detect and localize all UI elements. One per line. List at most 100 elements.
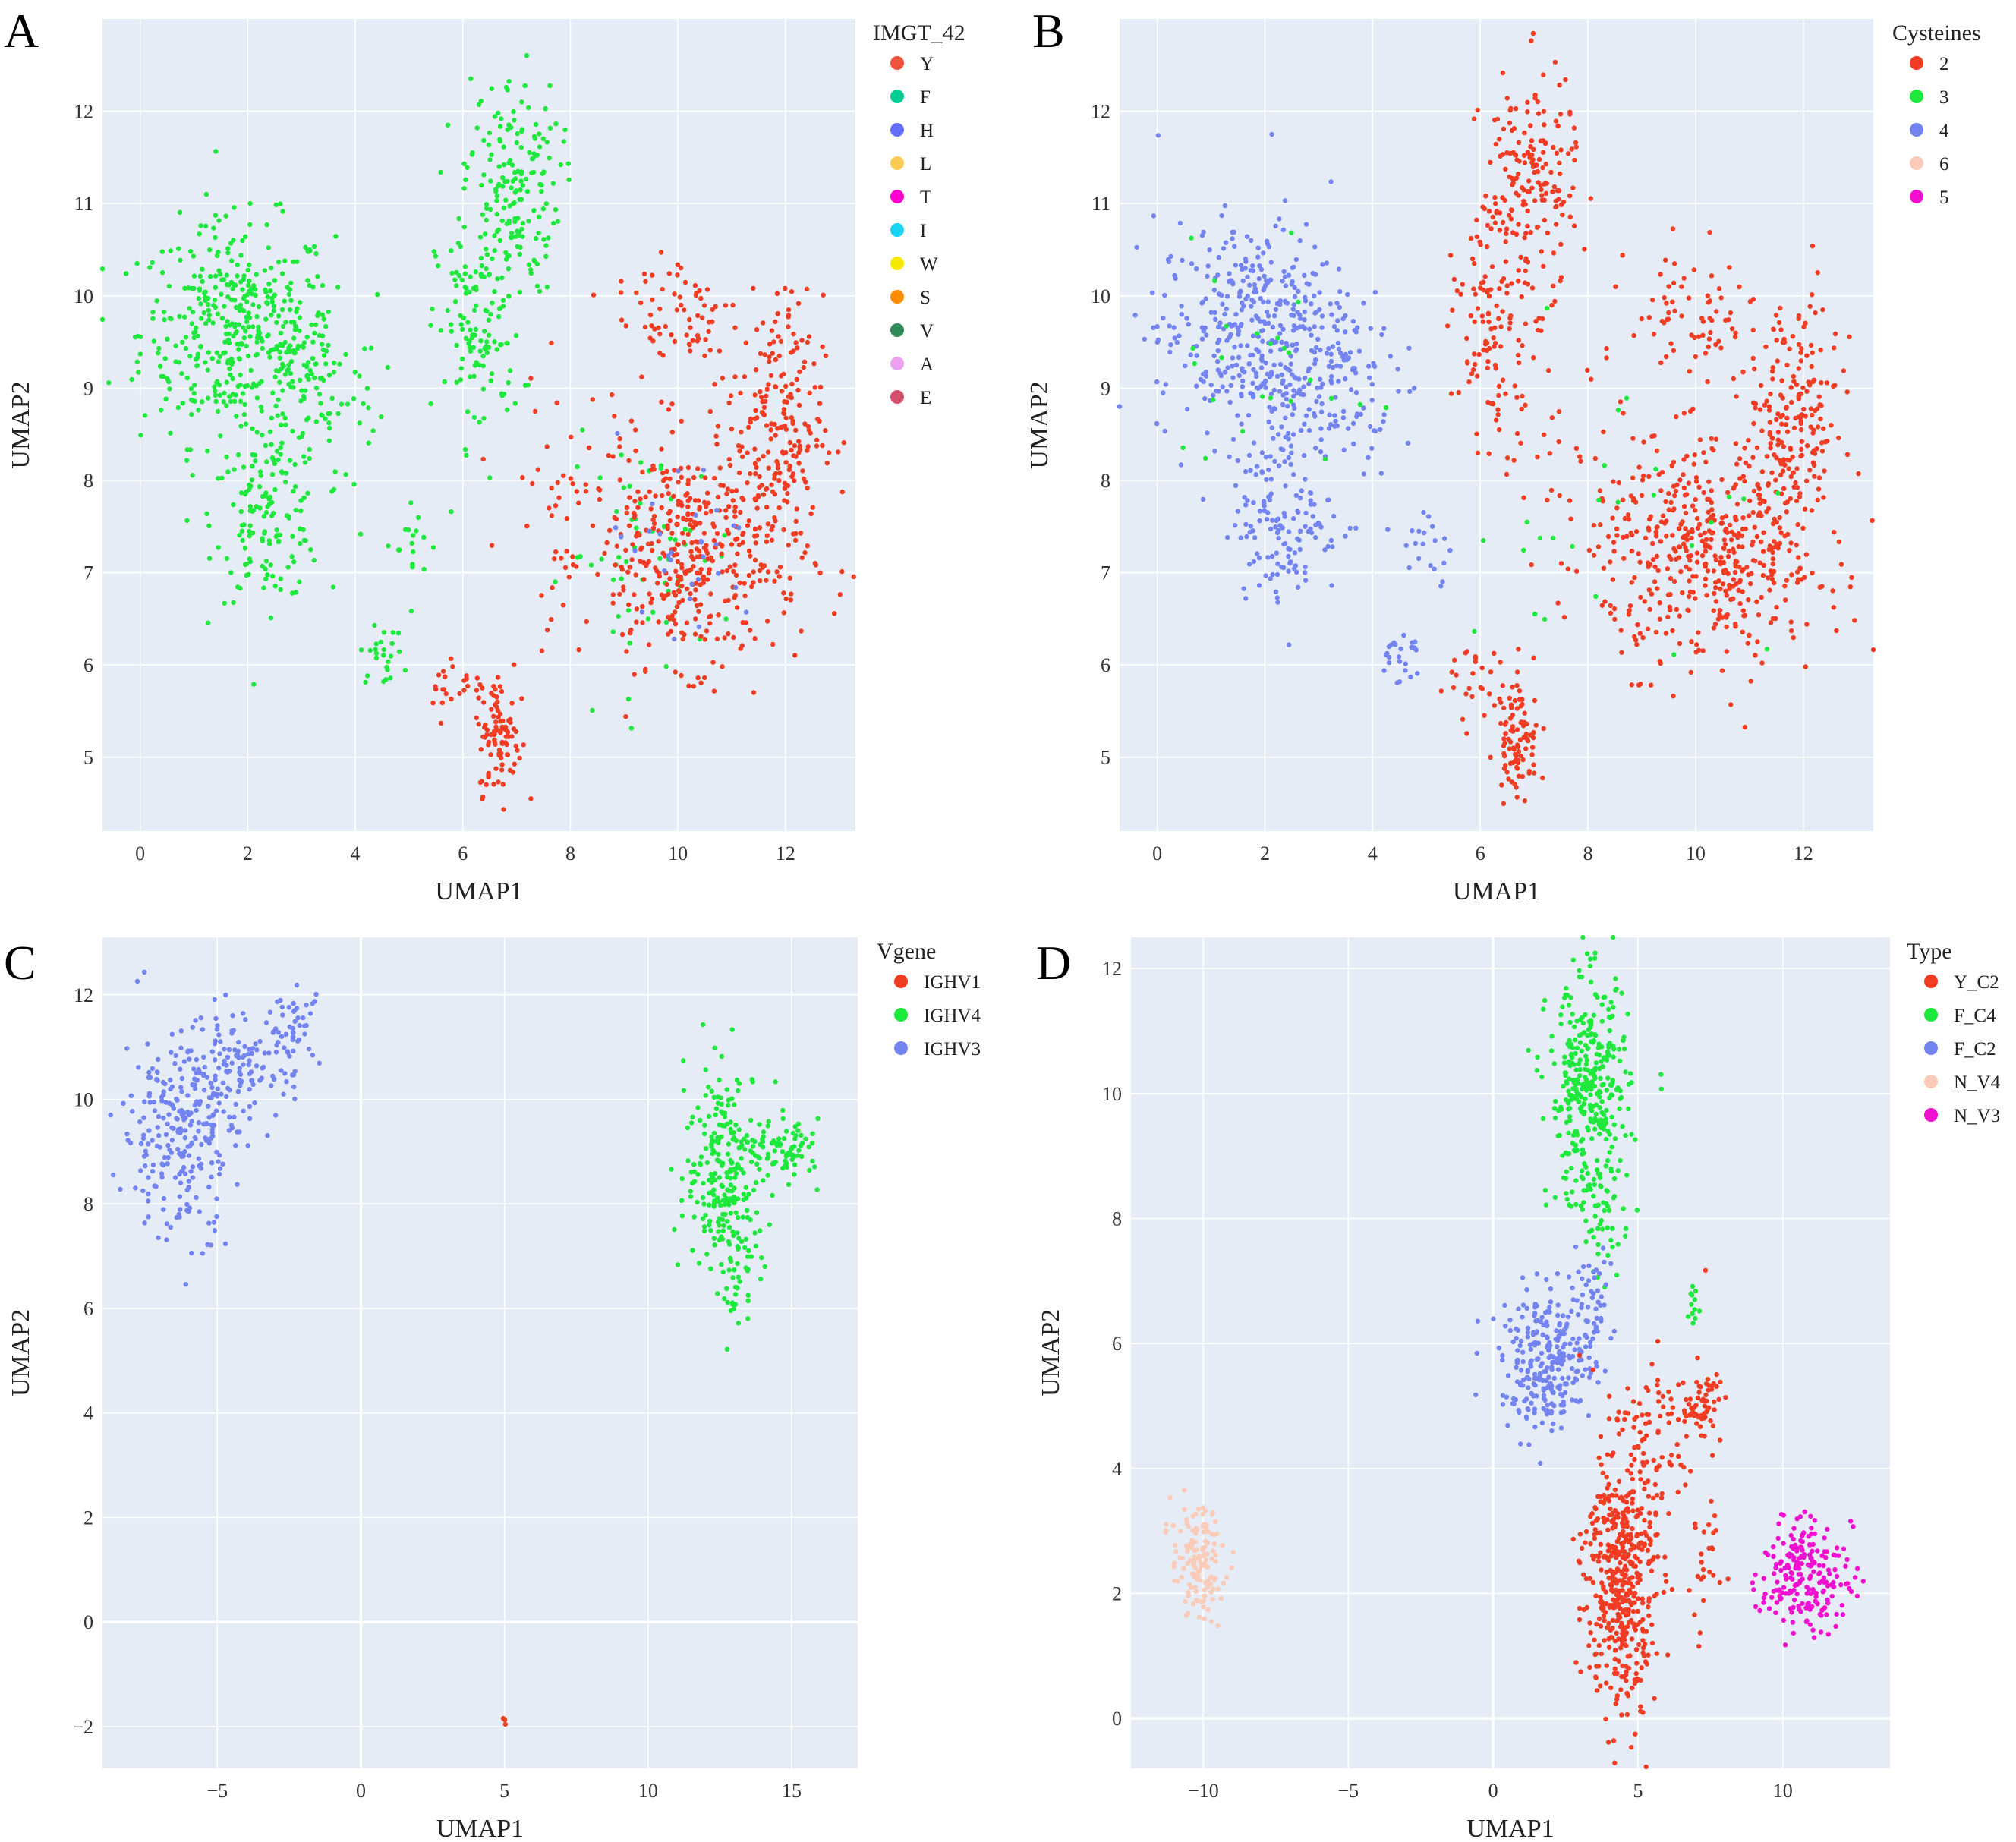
legend-item[interactable]: V	[890, 321, 934, 342]
scatter-point	[352, 370, 358, 375]
legend-item[interactable]: H	[890, 121, 934, 141]
scatter-point	[1666, 284, 1671, 289]
scatter-point	[287, 307, 293, 313]
legend-item[interactable]: 6	[1910, 154, 1949, 175]
scatter-point	[1849, 575, 1854, 580]
scatter-point	[811, 361, 817, 367]
scatter-point	[1337, 304, 1343, 310]
scatter-point	[1261, 288, 1267, 293]
scatter-point	[1728, 702, 1734, 707]
scatter-point	[1232, 523, 1238, 528]
scatter-point	[1310, 514, 1316, 519]
legend-item[interactable]: IGHV4	[894, 1006, 981, 1026]
scatter-point	[269, 499, 275, 505]
scatter-point	[489, 152, 494, 157]
legend-item[interactable]: A	[890, 354, 934, 375]
scatter-point	[1653, 466, 1658, 472]
scatter-point	[768, 436, 773, 442]
scatter-point	[619, 279, 624, 284]
legend-item[interactable]: S	[890, 288, 931, 308]
scatter-point	[471, 285, 476, 291]
scatter-point	[1711, 625, 1717, 631]
scatter-point	[658, 463, 664, 468]
scatter-point	[1630, 498, 1636, 503]
scatter-point	[1275, 335, 1280, 341]
scatter-point	[1493, 141, 1499, 147]
scatter-point	[1496, 392, 1501, 398]
legend-item[interactable]: F	[890, 87, 931, 108]
scatter-point	[1227, 454, 1232, 460]
scatter-point	[1616, 480, 1621, 486]
scatter-point	[534, 235, 539, 241]
scatter-point	[1542, 432, 1547, 438]
scatter-point	[1574, 1045, 1580, 1051]
scatter-point	[276, 539, 282, 545]
legend-item[interactable]: L	[890, 154, 931, 175]
scatter-point	[539, 593, 544, 598]
scatter-point	[1328, 358, 1334, 364]
scatter-point	[527, 150, 532, 155]
scatter-point	[1280, 392, 1286, 398]
scatter-point	[175, 1146, 181, 1152]
scatter-point	[1338, 364, 1343, 369]
scatter-point	[154, 1077, 159, 1082]
scatter-point	[1312, 534, 1318, 540]
scatter-point	[1685, 607, 1690, 612]
scatter-point	[810, 1158, 815, 1164]
scatter-point	[764, 393, 769, 399]
scatter-point	[701, 1224, 707, 1230]
scatter-point	[667, 509, 673, 514]
legend-item[interactable]: 3	[1910, 87, 1949, 108]
legend-item[interactable]: IGHV3	[894, 1039, 981, 1060]
legend-item[interactable]: 4	[1910, 121, 1949, 141]
scatter-point	[163, 1132, 169, 1138]
scatter-point	[183, 1128, 188, 1133]
scatter-point	[1764, 647, 1770, 652]
scatter-point	[1529, 38, 1534, 43]
scatter-point	[1490, 214, 1495, 220]
scatter-point	[320, 413, 325, 418]
scatter-point	[553, 579, 558, 584]
scatter-point	[749, 584, 754, 590]
legend-item[interactable]: IGHV1	[894, 972, 981, 993]
scatter-point	[767, 1222, 772, 1227]
scatter-point	[1808, 424, 1813, 430]
scatter-point	[1520, 343, 1525, 348]
legend-item[interactable]: Y	[890, 54, 934, 74]
scatter-point	[1132, 313, 1138, 318]
scatter-point	[679, 565, 685, 571]
scatter-point	[280, 411, 285, 417]
scatter-point	[725, 1219, 730, 1224]
scatter-point	[526, 105, 531, 111]
scatter-point	[750, 1079, 755, 1085]
scatter-point	[1261, 299, 1266, 305]
scatter-point	[261, 585, 266, 590]
legend-item[interactable]: W	[890, 254, 938, 275]
legend-item[interactable]: I	[890, 221, 926, 241]
scatter-point	[1813, 310, 1818, 316]
scatter-point	[295, 1015, 301, 1021]
scatter-point	[1340, 415, 1347, 420]
scatter-point	[1536, 156, 1542, 162]
legend-item[interactable]: T	[890, 187, 931, 208]
scatter-point	[224, 1069, 229, 1074]
scatter-point	[719, 551, 724, 556]
legend-item[interactable]: 5	[1910, 187, 1949, 208]
scatter-point	[724, 1346, 730, 1352]
scatter-point	[756, 494, 761, 499]
scatter-point	[802, 421, 808, 427]
scatter-point	[691, 564, 696, 569]
scatter-point	[187, 447, 193, 452]
scatter-point	[1541, 109, 1547, 114]
scatter-point	[1604, 346, 1609, 351]
scatter-point	[779, 389, 785, 394]
scatter-point	[1802, 575, 1807, 580]
scatter-point	[1757, 501, 1762, 506]
legend-item[interactable]: E	[890, 388, 931, 408]
scatter-point	[1469, 694, 1475, 700]
scatter-point	[732, 325, 738, 330]
legend-item[interactable]: 2	[1910, 54, 1949, 74]
scatter-point	[124, 1131, 130, 1137]
scatter-point	[327, 425, 332, 431]
scatter-point	[1179, 312, 1185, 317]
